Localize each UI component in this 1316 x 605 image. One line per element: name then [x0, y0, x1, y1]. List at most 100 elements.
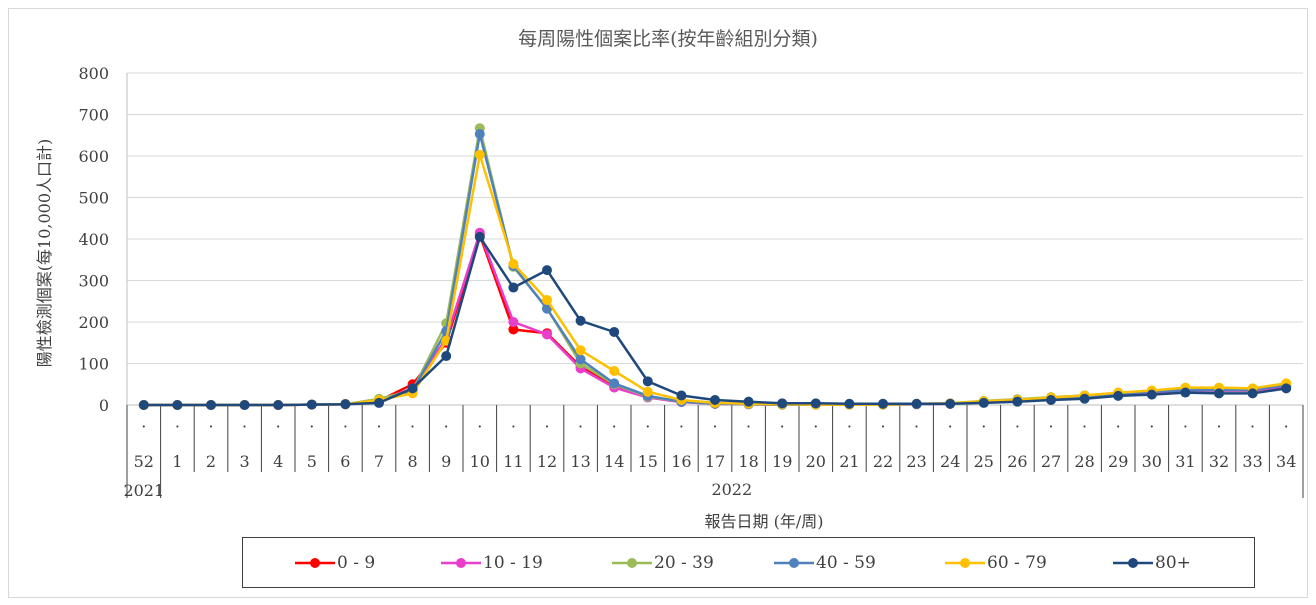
data-point	[1146, 389, 1157, 400]
x-category-marker: ·	[477, 417, 482, 436]
legend-item: 20 - 39	[612, 552, 714, 574]
data-point	[1281, 383, 1292, 394]
data-point	[878, 398, 888, 409]
data-point	[1214, 388, 1224, 399]
data-point	[474, 129, 485, 140]
x-category-marker: ·	[679, 417, 684, 436]
legend-swatch	[612, 558, 652, 568]
legend-item: 80+	[1113, 552, 1191, 574]
x-category-marker: ·	[1216, 417, 1221, 436]
x-tick-label: 28	[1074, 452, 1094, 471]
x-category-marker: ·	[208, 417, 213, 436]
x-category-marker: ·	[981, 417, 986, 436]
x-category-marker: ·	[1250, 417, 1255, 436]
x-tick-label: 13	[570, 452, 590, 471]
x-category-marker: ·	[847, 417, 852, 436]
data-point	[1012, 396, 1023, 407]
x-tick-label: 8	[408, 452, 418, 471]
data-point	[340, 399, 351, 410]
x-tick-label: 27	[1041, 452, 1061, 471]
y-tick-label: 600	[78, 147, 109, 166]
x-category-marker: ·	[578, 417, 583, 436]
legend-label: 20 - 39	[654, 553, 714, 573]
data-point	[206, 400, 216, 410]
legend: 0 - 9 10 - 19 20 - 39 40 - 59 60 - 79 80+	[242, 537, 1255, 588]
x-tick-label: 2	[206, 452, 216, 471]
y-tick-label: 400	[78, 230, 109, 249]
x-category-marker: ·	[343, 417, 348, 436]
x-category-marker: ·	[1183, 417, 1188, 436]
x-category-marker: ·	[1116, 417, 1121, 436]
data-point	[676, 390, 687, 401]
data-point	[609, 378, 620, 389]
x-tick-label: 6	[340, 452, 350, 471]
legend-item: 0 - 9	[295, 552, 375, 574]
data-point	[542, 329, 552, 340]
chart-frame	[8, 8, 1308, 598]
y-tick-label: 700	[78, 106, 109, 125]
x-category-marker: ·	[914, 417, 919, 436]
data-point	[508, 258, 519, 269]
legend-swatch	[441, 558, 481, 568]
x-tick-label: 9	[441, 452, 451, 471]
y-tick-label: 100	[78, 355, 109, 374]
data-point	[1046, 395, 1056, 406]
x-tick-label: 3	[240, 452, 250, 471]
x-category-marker: ·	[309, 417, 314, 436]
data-point	[138, 400, 149, 410]
x-tick-label: 29	[1108, 452, 1128, 471]
legend-item: 40 - 59	[774, 552, 876, 574]
series-line-3	[143, 132, 1287, 407]
data-point	[239, 400, 250, 410]
legend-swatch	[945, 558, 985, 568]
x-tick-label: 52	[134, 452, 154, 471]
y-tick-label: 300	[78, 272, 109, 291]
data-point	[945, 398, 956, 409]
data-point	[474, 231, 485, 242]
data-point	[407, 383, 418, 394]
x-category-marker: ·	[1284, 417, 1289, 436]
x-tick-label: 22	[873, 452, 893, 471]
x-category-marker: ·	[1048, 417, 1053, 436]
data-point	[1113, 390, 1124, 401]
x-tick-label: 31	[1175, 452, 1195, 471]
x-category-marker: ·	[1015, 417, 1020, 436]
data-point	[441, 351, 452, 362]
legend-item: 60 - 79	[945, 552, 1047, 574]
y-tick-label: 0	[99, 396, 109, 415]
legend-label: 60 - 79	[987, 553, 1047, 573]
legend-swatch	[295, 558, 335, 568]
x-tick-label: 10	[470, 452, 490, 471]
x-tick-label: 34	[1276, 452, 1296, 471]
x-category-marker: ·	[780, 417, 785, 436]
y-tick-label: 200	[78, 313, 109, 332]
data-point	[575, 354, 586, 365]
x-tick-label: 7	[374, 452, 384, 471]
x-tick-label: 32	[1209, 452, 1229, 471]
x-tick-label: 21	[839, 452, 859, 471]
chart-title: 每周陽性個案比率(按年齡組別分類)	[518, 28, 818, 50]
data-point	[575, 345, 586, 356]
x-category-marker: ·	[410, 417, 415, 436]
data-point	[710, 395, 720, 406]
x-year-label: 2021	[123, 481, 164, 500]
x-category-marker: ·	[444, 417, 449, 436]
data-point	[575, 315, 586, 326]
x-category-marker: ·	[141, 417, 146, 436]
x-category-marker: ·	[645, 417, 650, 436]
x-tick-label: 20	[806, 452, 826, 471]
x-category-marker: ·	[175, 417, 180, 436]
x-tick-label: 25	[974, 452, 994, 471]
x-category-marker: ·	[712, 417, 717, 436]
x-tick-label: 26	[1007, 452, 1027, 471]
x-tick-label: 24	[940, 452, 960, 471]
series-line-0	[143, 233, 1287, 407]
series-line-4	[143, 153, 1287, 407]
legend-label: 80+	[1155, 553, 1191, 573]
x-tick-label: 30	[1142, 452, 1162, 471]
data-point	[1079, 393, 1090, 404]
x-category-marker: ·	[1149, 417, 1154, 436]
x-year-label: 2022	[711, 480, 752, 499]
x-category-marker: ·	[746, 417, 751, 436]
